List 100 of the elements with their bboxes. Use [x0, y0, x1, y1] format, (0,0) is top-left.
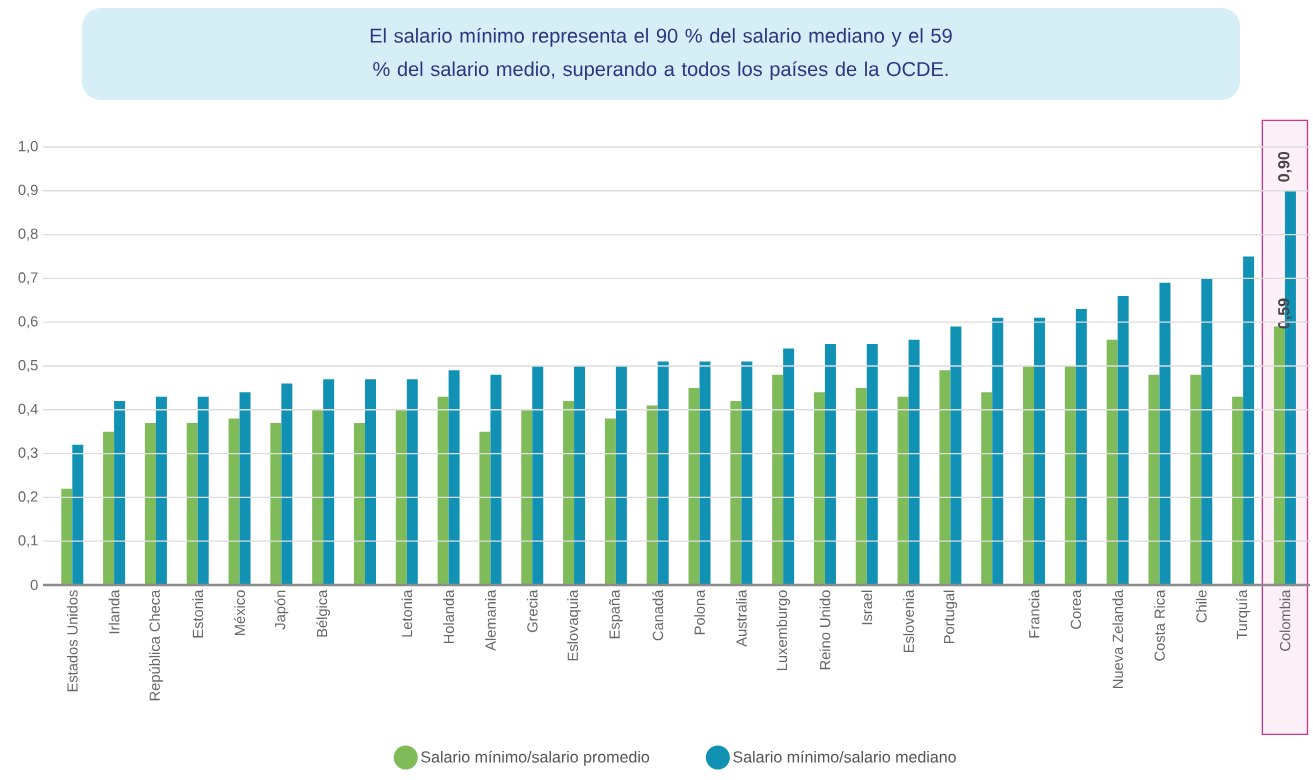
- bar: [574, 365, 586, 585]
- bar: [228, 418, 240, 585]
- legend-label: Salario mínimo/salario mediano: [733, 750, 956, 763]
- bar: [981, 392, 993, 585]
- y-tick-label: 0,1: [18, 535, 38, 548]
- x-tick-label: Letonia: [401, 589, 413, 637]
- bar: [479, 431, 491, 585]
- x-tick-label: Eslovaquia: [567, 589, 581, 661]
- bar: [604, 418, 616, 585]
- bar: [395, 409, 407, 585]
- bar: [1064, 365, 1076, 585]
- x-tick-label: Holanda: [443, 589, 454, 644]
- y-tick-label: 0,3: [18, 447, 38, 460]
- y-tick-label: 0,9: [18, 184, 38, 197]
- x-tick-label: Israel: [861, 590, 873, 625]
- bar: [270, 422, 282, 585]
- x-tick-label: Estados Unidos: [66, 590, 78, 692]
- bar: [699, 361, 711, 585]
- bar: [103, 431, 115, 585]
- bar: [950, 326, 962, 585]
- legend-label: Salario mínimo/salario promedio: [421, 750, 650, 766]
- bar: [1232, 396, 1244, 585]
- bar: [908, 339, 920, 585]
- chart-title: El salario mínimo representa el 90 % del salario mediano y el 59 % del salario medio, superando a todos los países de la OCDE.: [370, 27, 952, 81]
- bar: [1201, 278, 1213, 585]
- x-tick-label: Alemania: [485, 589, 496, 651]
- bar: [1117, 295, 1129, 585]
- x-tick-label: Eslovenia: [903, 589, 914, 653]
- x-tick-label: Reino Unido: [819, 590, 831, 670]
- bar: [61, 488, 73, 585]
- x-tick-label: Canadá: [652, 589, 664, 641]
- y-tick-label: 0,7: [18, 272, 38, 285]
- x-tick-label: Costa Rica: [1154, 589, 1165, 661]
- bar: [783, 348, 795, 585]
- bar: [312, 409, 324, 585]
- bar: [155, 396, 167, 585]
- bar: [239, 392, 251, 585]
- bar: [1243, 256, 1255, 585]
- bar: [323, 379, 335, 585]
- x-tick-label: Polona: [694, 589, 705, 635]
- bar: [406, 379, 418, 585]
- x-tick-label: Nueva Zelanda: [1112, 589, 1124, 688]
- bar: [1190, 374, 1202, 585]
- x-tick-label: Bélgica: [316, 589, 331, 637]
- bar: [490, 374, 502, 585]
- bar: [813, 392, 825, 585]
- bar: [688, 387, 700, 585]
- bar: [730, 401, 742, 585]
- bar: [1034, 317, 1046, 585]
- y-tick-label: 0,6: [18, 316, 38, 329]
- bar: [532, 365, 544, 585]
- bar: [563, 401, 575, 585]
- bar: [114, 401, 126, 585]
- data-label: 0,90: [1278, 151, 1292, 182]
- data-label: 0,59: [1278, 298, 1292, 329]
- x-tick-label: Estonia: [192, 589, 204, 638]
- bar: [186, 422, 198, 585]
- bar: [866, 344, 878, 585]
- y-tick-label: 0,2: [18, 491, 38, 504]
- bar: [448, 370, 460, 585]
- bar: [939, 370, 951, 585]
- y-tick-label: 0,8: [18, 228, 38, 241]
- bar: [824, 344, 836, 585]
- bar: [1023, 365, 1035, 585]
- x-tick-label: Colombia: [1279, 589, 1291, 651]
- bar: [855, 387, 867, 585]
- x-tick-label: Australia: [735, 589, 747, 647]
- bar: [353, 422, 365, 585]
- bar: [646, 405, 658, 585]
- bar: [657, 361, 669, 585]
- y-tick-label: 0,4: [18, 403, 38, 416]
- x-tick-label: Portugal: [943, 590, 958, 644]
- bar: [1075, 309, 1087, 585]
- y-tick-label: 0: [30, 579, 38, 591]
- x-tick-label: Grecia: [526, 589, 538, 633]
- y-tick-label: 1,0: [19, 140, 38, 154]
- x-tick-label: Irlanda: [108, 589, 120, 634]
- x-tick-label: Japón: [274, 590, 289, 630]
- bar: [897, 396, 909, 585]
- x-tick-label: Corea: [1070, 589, 1082, 629]
- x-tick-label: Francia: [1028, 589, 1040, 638]
- bar: [197, 396, 209, 585]
- bar: [1106, 339, 1118, 585]
- bar: [364, 379, 376, 585]
- bar: [992, 317, 1004, 585]
- bar: [1148, 374, 1160, 585]
- x-tick-label: Luxemburgo: [776, 590, 790, 671]
- bar: [281, 383, 293, 585]
- x-tick-label: Chile: [1195, 590, 1207, 623]
- y-tick-label: 0,5: [18, 359, 38, 373]
- bar: [437, 396, 449, 585]
- x-tick-label: República Checa: [149, 589, 163, 701]
- x-tick-label: México: [234, 590, 246, 635]
- bar: [521, 409, 533, 585]
- x-tick-label: España: [609, 589, 623, 639]
- bar: [615, 365, 627, 585]
- bar: [72, 444, 84, 585]
- bar: [741, 361, 753, 585]
- bar: [144, 422, 156, 585]
- bar: [1159, 282, 1171, 585]
